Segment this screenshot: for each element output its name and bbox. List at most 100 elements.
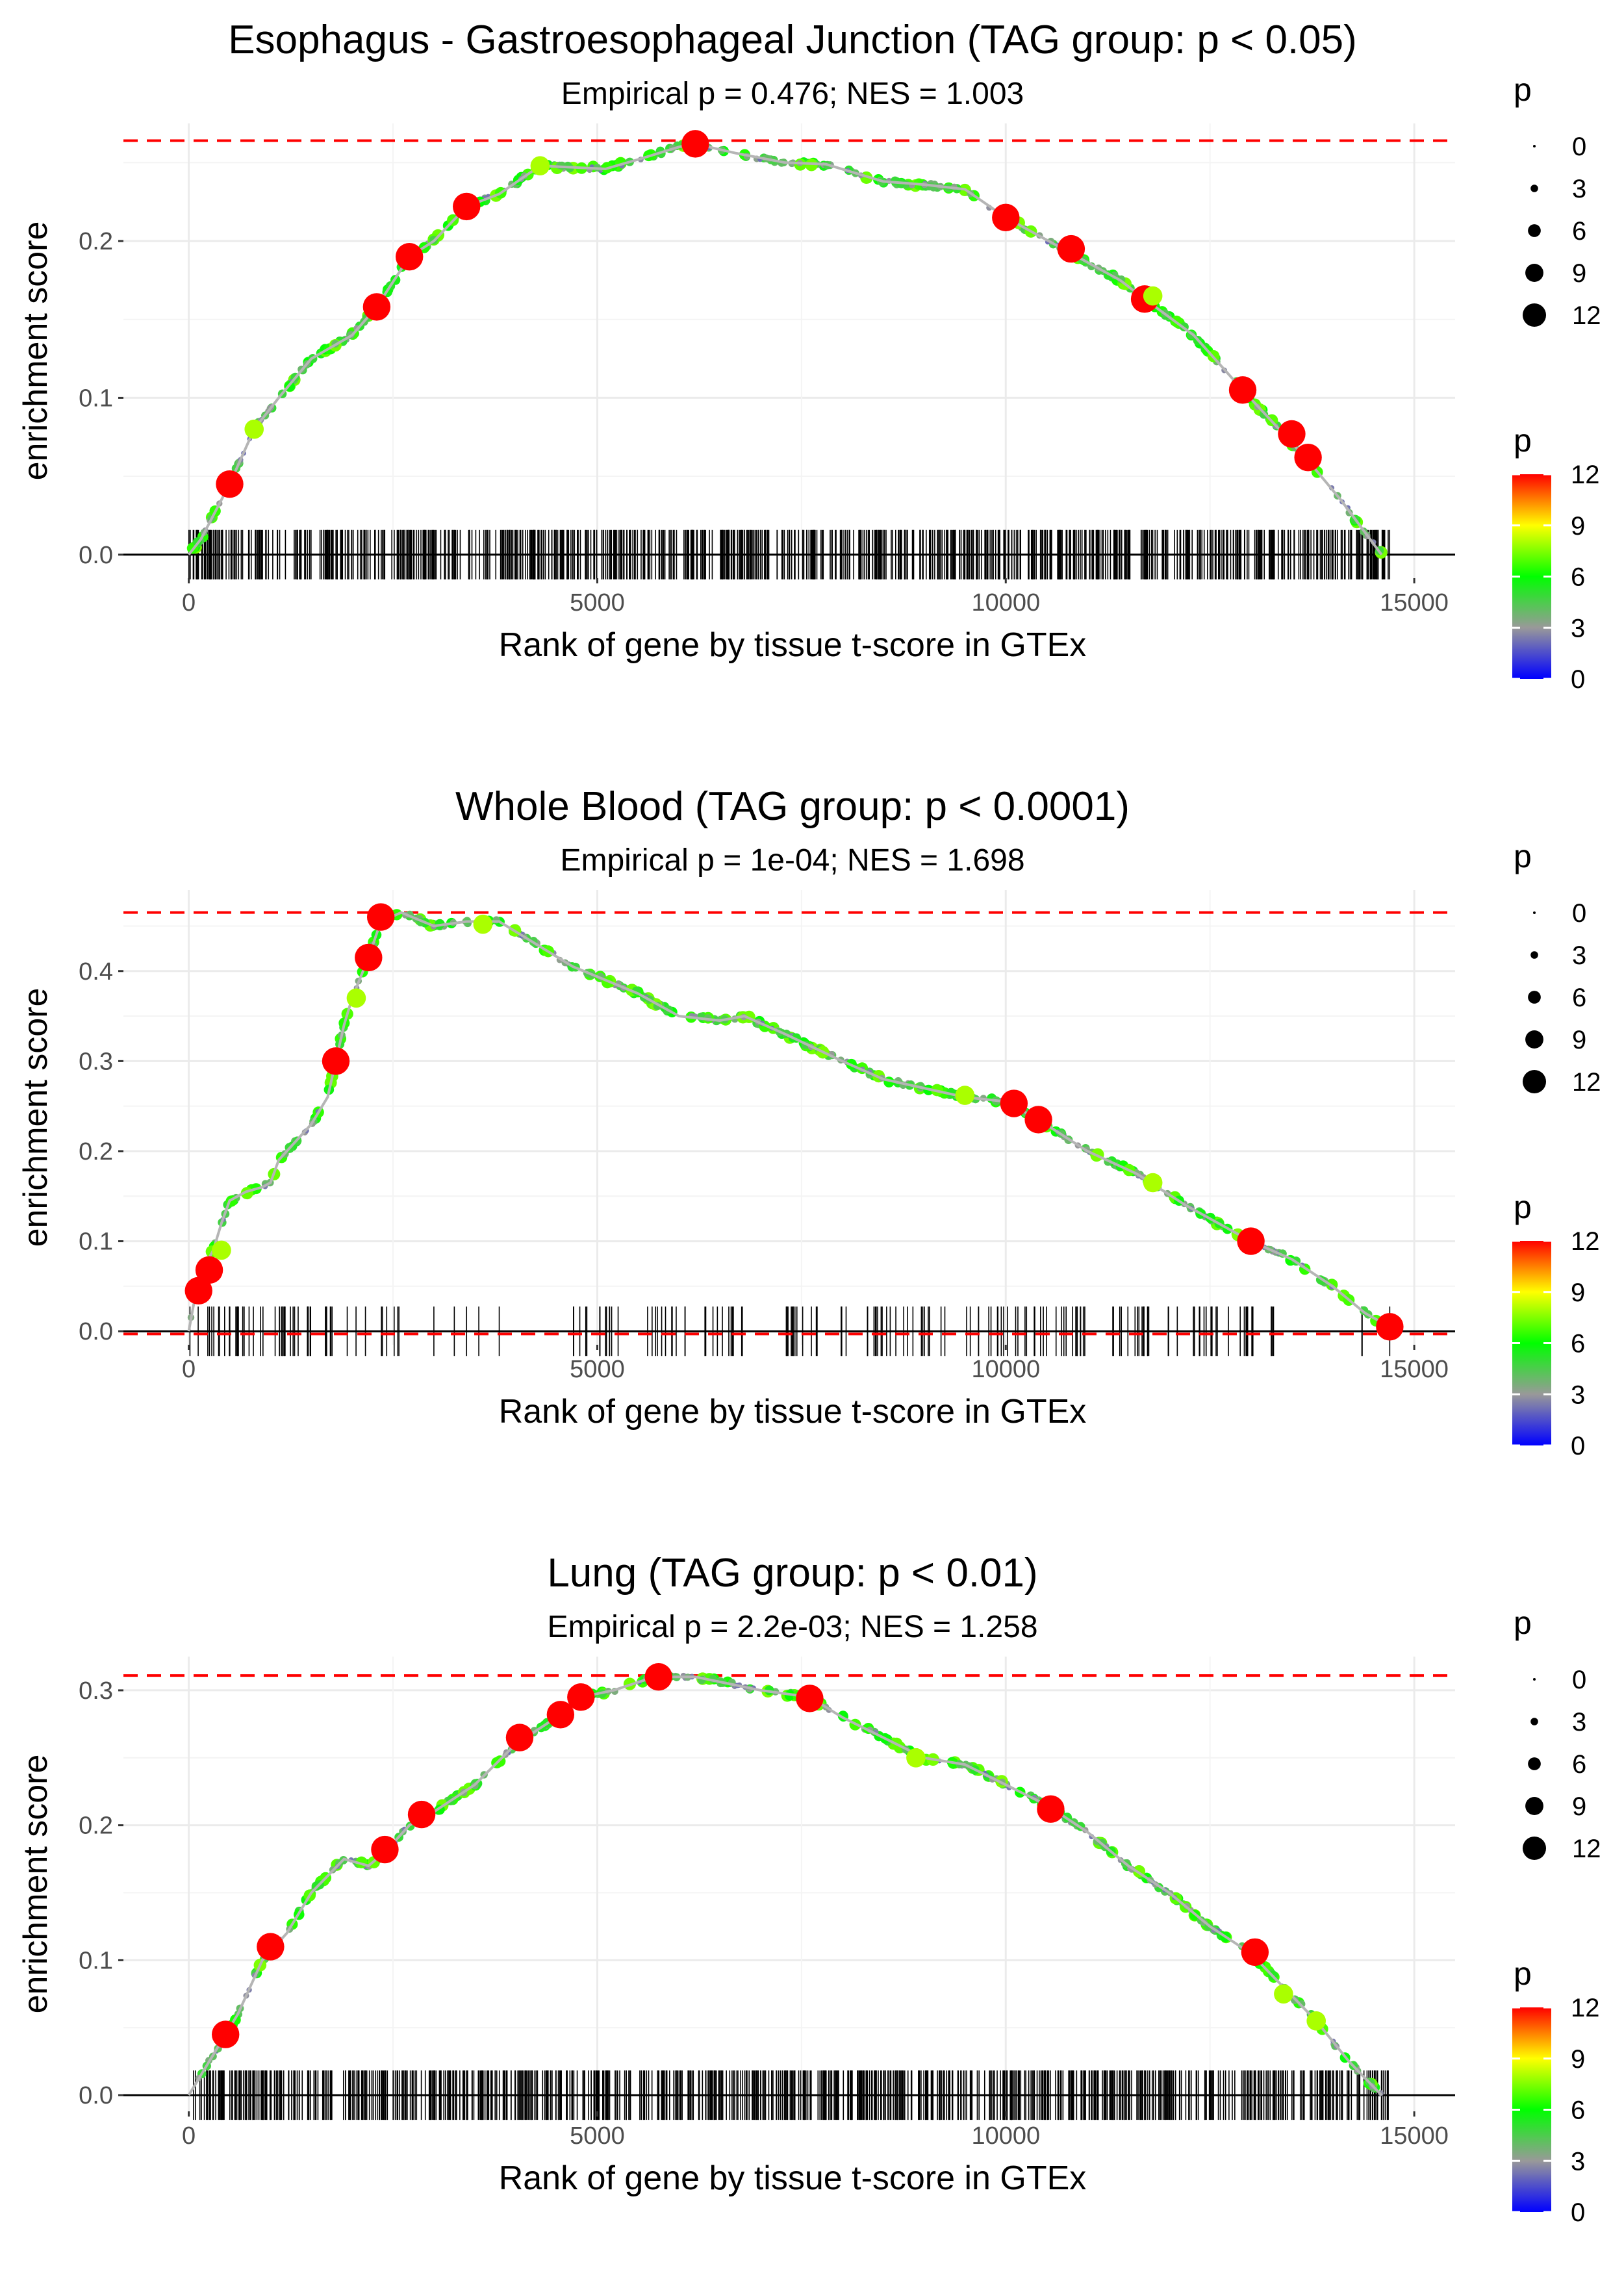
highlight-point bbox=[212, 2020, 240, 2048]
color-legend-label: 0 bbox=[1571, 1432, 1585, 1460]
color-legend-label: 9 bbox=[1571, 1278, 1585, 1307]
size-legend-key bbox=[1528, 224, 1541, 237]
curve-point bbox=[805, 159, 818, 172]
color-legend-label: 3 bbox=[1571, 1380, 1585, 1409]
size-legend-key bbox=[1522, 1069, 1547, 1094]
color-legend-title: p bbox=[1514, 422, 1532, 459]
highlight-point bbox=[1306, 2011, 1326, 2031]
chart-subtitle: Empirical p = 0.476; NES = 1.003 bbox=[561, 77, 1024, 111]
color-legend-title: p bbox=[1514, 1189, 1532, 1225]
size-legend-key bbox=[1525, 1797, 1543, 1815]
chart-subtitle: Empirical p = 1e-04; NES = 1.698 bbox=[560, 843, 1024, 878]
highlight-point bbox=[1376, 1313, 1404, 1341]
highlight-point bbox=[355, 943, 383, 972]
chart-subtitle: Empirical p = 2.2e-03; NES = 1.258 bbox=[547, 1610, 1037, 1644]
size-legend-label: 3 bbox=[1572, 941, 1586, 970]
x-tick-label: 10000 bbox=[971, 589, 1040, 617]
x-axis-title: Rank of gene by tissue t-score in GTEx bbox=[499, 2159, 1087, 2197]
x-axis-title: Rank of gene by tissue t-score in GTEx bbox=[499, 626, 1087, 664]
x-tick-label: 0 bbox=[182, 589, 196, 617]
curve-points bbox=[195, 1670, 1384, 2096]
y-tick-label: 0.2 bbox=[79, 1138, 113, 1165]
x-tick-label: 5000 bbox=[570, 1356, 625, 1383]
size-legend-title: p bbox=[1514, 71, 1532, 108]
size-legend-title: p bbox=[1514, 1605, 1532, 1641]
enrichment-curve bbox=[188, 142, 1383, 556]
highlight-point bbox=[371, 1835, 399, 1864]
highlight-point bbox=[546, 1701, 575, 1729]
size-legend-label: 3 bbox=[1572, 1708, 1586, 1736]
size-legend-label: 9 bbox=[1572, 259, 1586, 288]
x-tick-label: 15000 bbox=[1380, 1356, 1449, 1383]
y-axis: 0.0 0.1 0.2 0.3 0.4 bbox=[79, 958, 123, 1345]
highlight-point bbox=[992, 203, 1020, 232]
size-legend-key bbox=[1522, 1836, 1547, 1861]
color-legend: p 12 9 6 3 0 bbox=[1512, 1189, 1600, 1460]
highlight-point bbox=[257, 1933, 285, 1961]
highlight-point bbox=[796, 1685, 824, 1712]
grid-lines bbox=[123, 890, 1455, 1345]
y-tick-label: 0.2 bbox=[79, 228, 113, 255]
x-tick-label: 5000 bbox=[570, 589, 625, 617]
color-legend: p 12 9 6 3 0 bbox=[1512, 422, 1600, 694]
highlight-point bbox=[346, 988, 366, 1008]
highlight-point bbox=[184, 1277, 212, 1305]
curve-points bbox=[186, 138, 1388, 559]
highlight-point bbox=[906, 1748, 926, 1768]
y-axis: 0.0 0.1 0.2 bbox=[79, 228, 123, 569]
highlight-point bbox=[362, 293, 391, 321]
color-legend-label: 6 bbox=[1571, 2096, 1585, 2125]
size-legend-label: 9 bbox=[1572, 1026, 1586, 1054]
highlight-point bbox=[1237, 1227, 1265, 1255]
size-legend-label: 6 bbox=[1572, 984, 1586, 1012]
x-axis-title: Rank of gene by tissue t-score in GTEx bbox=[499, 1393, 1087, 1431]
color-legend-label: 6 bbox=[1571, 1330, 1585, 1358]
x-tick-label: 0 bbox=[182, 1356, 196, 1383]
highlight-point bbox=[955, 1086, 975, 1105]
x-axis: 0 5000 10000 15000 bbox=[182, 2111, 1449, 2150]
highlight-points bbox=[212, 1662, 1326, 2048]
size-legend-key bbox=[1530, 184, 1538, 192]
x-tick-label: 5000 bbox=[570, 2122, 625, 2150]
size-legend-label: 6 bbox=[1572, 1750, 1586, 1779]
y-tick-label: 0.3 bbox=[79, 1677, 113, 1705]
highlight-point bbox=[216, 470, 244, 498]
color-legend-label: 0 bbox=[1571, 665, 1585, 694]
curve-points bbox=[187, 909, 1394, 1332]
chart-panel-2: Whole Blood (TAG group: p < 0.0001) Empir… bbox=[17, 784, 1601, 1460]
x-tick-label: 15000 bbox=[1380, 589, 1449, 617]
y-tick-label: 0.4 bbox=[79, 958, 113, 986]
highlight-point bbox=[505, 1724, 534, 1751]
highlight-point bbox=[1241, 1938, 1269, 1966]
color-legend-label: 12 bbox=[1571, 1994, 1600, 2022]
color-legend-label: 9 bbox=[1571, 2045, 1585, 2074]
size-legend: p 0 3 6 9 12 bbox=[1514, 71, 1601, 330]
y-axis: 0.0 0.1 0.2 0.3 bbox=[79, 1677, 123, 2109]
x-axis: 0 5000 10000 15000 bbox=[182, 578, 1449, 617]
enrichment-curve bbox=[187, 911, 1391, 1332]
chart-title: Whole Blood (TAG group: p < 0.0001) bbox=[455, 784, 1130, 829]
size-legend-key bbox=[1522, 303, 1547, 327]
size-legend: p 0 3 6 9 12 bbox=[1514, 838, 1601, 1097]
y-tick-label: 0.0 bbox=[79, 1318, 113, 1345]
color-legend-label: 9 bbox=[1571, 512, 1585, 541]
x-tick-label: 15000 bbox=[1380, 2122, 1449, 2150]
size-legend-key bbox=[1528, 991, 1541, 1004]
color-legend: p 12 9 6 3 0 bbox=[1512, 1955, 1600, 2227]
highlight-point bbox=[530, 156, 550, 175]
x-tick-label: 0 bbox=[182, 2122, 196, 2150]
size-legend-key bbox=[1533, 911, 1536, 914]
size-legend-key bbox=[1530, 951, 1538, 959]
color-legend-label: 0 bbox=[1571, 2198, 1585, 2227]
highlight-point bbox=[1278, 420, 1306, 448]
color-legend-label: 12 bbox=[1571, 1227, 1600, 1256]
size-legend-label: 9 bbox=[1572, 1792, 1586, 1821]
color-legend-label: 3 bbox=[1571, 614, 1585, 642]
size-legend-label: 0 bbox=[1572, 1666, 1586, 1694]
size-legend-label: 12 bbox=[1572, 301, 1601, 330]
size-legend-label: 12 bbox=[1572, 1835, 1601, 1863]
highlight-point bbox=[1143, 1173, 1163, 1193]
y-axis-title: enrichment score bbox=[17, 988, 55, 1247]
size-legend-label: 0 bbox=[1572, 133, 1586, 161]
